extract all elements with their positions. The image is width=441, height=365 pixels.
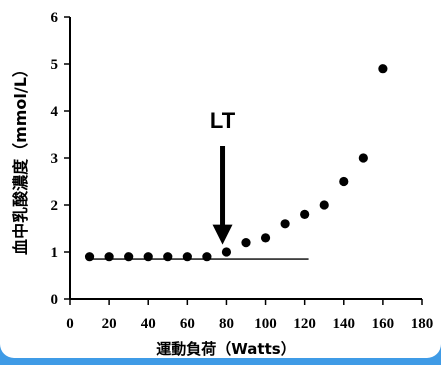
- x-tick-label: 40: [141, 316, 156, 332]
- data-point: [358, 153, 368, 163]
- y-tick-label: 1: [51, 245, 59, 261]
- y-tick-label: 2: [51, 198, 59, 214]
- data-point: [124, 252, 134, 262]
- data-point: [300, 209, 310, 219]
- y-axis-label: 血中乳酸濃度（mmol/L）: [11, 61, 30, 255]
- annotation-layer: LT: [210, 108, 236, 245]
- annotation-arrow-head: [212, 224, 233, 245]
- ticks-layer: 0 20 40 60 80 100 120 140 160 180 0 1 2 3 4 5 6: [51, 10, 434, 332]
- x-tick-label: 80: [219, 316, 234, 332]
- points-layer: [84, 64, 388, 262]
- data-point: [84, 252, 95, 262]
- x-tick-label: 0: [66, 316, 74, 332]
- y-tick-label: 6: [51, 10, 59, 26]
- data-point: [221, 247, 232, 257]
- data-point: [182, 252, 192, 262]
- y-tick-label: 0: [51, 292, 59, 308]
- y-tick-label: 4: [51, 104, 59, 120]
- annotation-label: LT: [210, 108, 236, 133]
- data-point: [104, 252, 114, 262]
- x-tick-label: 20: [102, 316, 117, 332]
- x-tick-label: 100: [254, 316, 277, 332]
- data-point: [339, 176, 349, 187]
- x-tick-label: 140: [333, 316, 356, 332]
- data-point: [280, 219, 290, 229]
- data-point: [319, 200, 329, 210]
- data-point: [143, 252, 153, 262]
- x-tick-label: 60: [180, 316, 195, 332]
- data-point: [202, 252, 212, 262]
- y-tick-label: 3: [51, 151, 59, 167]
- x-tick-label: 180: [411, 316, 434, 332]
- data-point: [378, 64, 388, 74]
- x-axis-label: 運動負荷（Watts）: [156, 340, 295, 358]
- x-tick-label: 160: [372, 316, 395, 332]
- data-point: [163, 252, 173, 262]
- x-tick-label: 120: [293, 316, 316, 332]
- y-tick-label: 5: [51, 57, 59, 73]
- data-point: [241, 238, 251, 248]
- data-point: [260, 233, 271, 243]
